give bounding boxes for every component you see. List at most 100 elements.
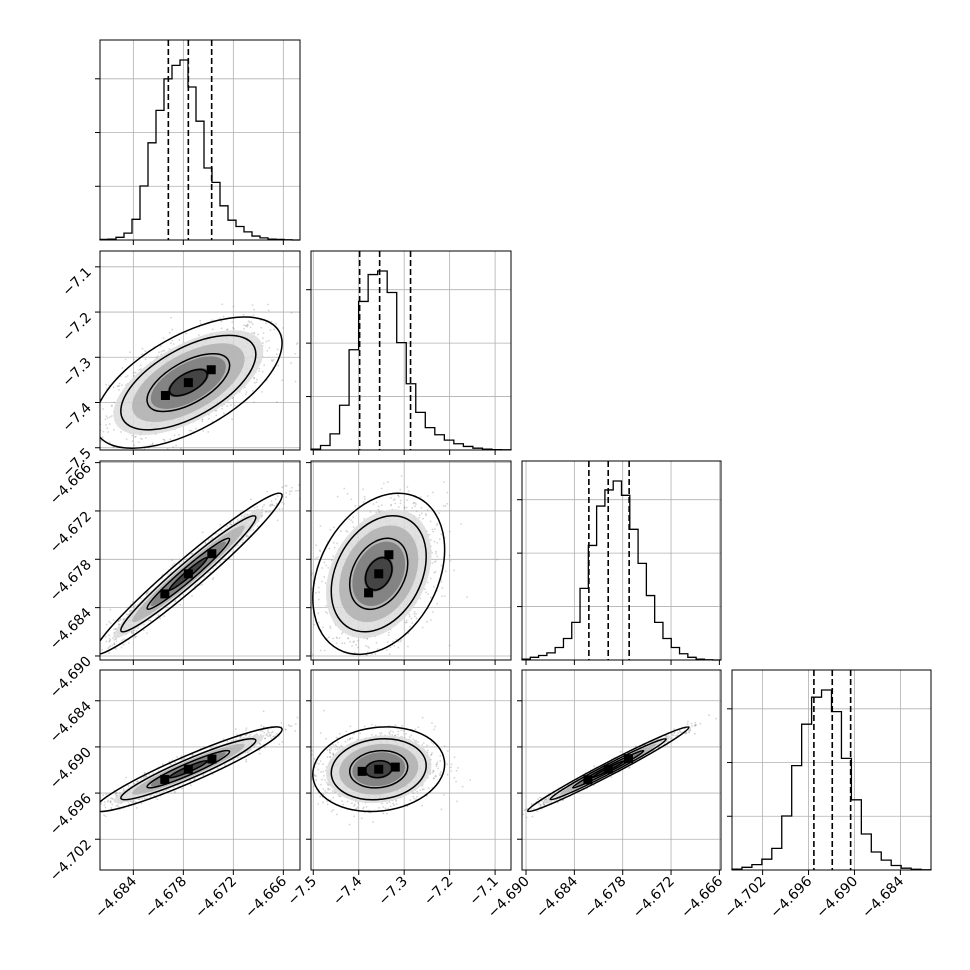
sample-point xyxy=(426,509,429,512)
sample-point xyxy=(349,640,351,643)
sample-point xyxy=(261,370,264,373)
sample-point xyxy=(108,640,111,643)
sample-point xyxy=(116,385,119,388)
sample-point xyxy=(112,798,115,800)
sample-point xyxy=(149,619,152,622)
sample-point xyxy=(108,441,111,444)
sample-point xyxy=(108,646,111,648)
sample-point xyxy=(113,642,116,645)
sample-point xyxy=(435,550,437,553)
sample-point xyxy=(348,518,351,521)
sample-point xyxy=(169,458,171,460)
sample-point xyxy=(297,489,300,492)
sample-point xyxy=(440,564,443,567)
sample-point xyxy=(105,424,107,426)
sample-point xyxy=(273,504,276,507)
sample-point xyxy=(142,776,145,779)
sample-point xyxy=(178,433,180,436)
sample-point xyxy=(406,645,409,648)
sample-point xyxy=(240,515,243,517)
sample-point xyxy=(162,438,165,441)
sample-point xyxy=(243,324,245,327)
sample-point xyxy=(433,528,436,531)
sample-point xyxy=(199,319,202,322)
sample-point xyxy=(325,564,328,567)
sample-point xyxy=(322,626,324,629)
sample-point xyxy=(226,405,229,407)
sample-point xyxy=(400,475,403,477)
sample-point xyxy=(232,305,235,308)
sample-point xyxy=(176,756,178,758)
sample-point xyxy=(113,638,116,641)
panel-frame xyxy=(99,39,301,241)
sample-point xyxy=(382,482,385,485)
sample-point xyxy=(138,368,141,371)
hist-step-1 xyxy=(310,270,512,451)
sample-point xyxy=(105,623,108,626)
panel-frame xyxy=(99,460,301,661)
sample-point xyxy=(328,636,330,639)
sample-point xyxy=(165,480,167,482)
sample-point xyxy=(245,391,248,393)
sample-point xyxy=(438,538,441,541)
sample-point xyxy=(368,646,371,649)
sample-point xyxy=(376,648,379,650)
sample-point xyxy=(339,530,342,533)
sample-point xyxy=(403,507,406,510)
sample-point xyxy=(93,654,95,656)
sample-point xyxy=(414,505,416,508)
sample-point xyxy=(326,612,329,615)
sample-point xyxy=(321,567,324,569)
sample-point xyxy=(427,593,429,596)
sample-point xyxy=(429,577,432,580)
sample-point xyxy=(110,405,113,408)
sample-point xyxy=(362,501,365,504)
sample-point xyxy=(122,455,124,457)
sample-point xyxy=(397,494,400,497)
sample-point xyxy=(393,645,396,647)
sample-point xyxy=(328,547,331,550)
sample-point xyxy=(141,347,144,350)
sample-point xyxy=(232,326,234,329)
sample-point xyxy=(433,561,436,564)
sample-point xyxy=(284,484,287,487)
sample-point xyxy=(129,609,132,612)
contour-line xyxy=(120,515,257,633)
sample-point xyxy=(169,763,172,766)
sample-point xyxy=(233,328,235,330)
sample-point xyxy=(271,503,274,506)
sample-point xyxy=(276,519,279,522)
sample-point xyxy=(134,466,136,468)
sample-point xyxy=(259,733,262,736)
sample-point xyxy=(301,639,303,641)
sample-point xyxy=(149,444,152,446)
sample-point xyxy=(94,645,96,647)
sample-point xyxy=(163,438,166,441)
sample-point xyxy=(110,415,113,417)
sample-point xyxy=(144,358,147,361)
contour-line xyxy=(330,515,427,633)
sample-point xyxy=(109,638,112,641)
density-peak-cell xyxy=(364,588,374,598)
sample-point xyxy=(118,385,121,387)
sample-point xyxy=(335,636,338,639)
sample-point xyxy=(91,638,93,640)
sample-point xyxy=(156,798,159,801)
sample-point xyxy=(318,549,321,552)
sample-point xyxy=(97,396,99,398)
sample-point xyxy=(133,371,136,374)
sample-point xyxy=(405,621,408,624)
sample-point xyxy=(350,498,353,501)
contour-line xyxy=(312,492,446,656)
sample-point xyxy=(327,566,330,569)
sample-point xyxy=(139,368,142,370)
sample-point xyxy=(171,559,173,562)
sample-point xyxy=(109,455,111,457)
sample-point xyxy=(319,525,322,527)
sample-point xyxy=(202,430,204,432)
sample-point xyxy=(276,348,279,351)
panel-frame xyxy=(310,250,512,451)
sample-point xyxy=(335,642,338,645)
sample-point xyxy=(130,631,133,633)
sample-point xyxy=(375,641,378,644)
